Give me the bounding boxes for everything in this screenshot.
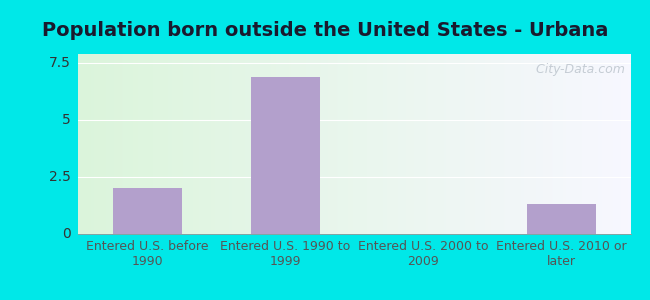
Text: 7.5: 7.5 [49,56,71,70]
Bar [112,188,181,234]
Text: City-Data.com: City-Data.com [528,63,625,76]
Text: 2.5: 2.5 [49,170,71,184]
Bar [251,77,320,234]
Bar [527,204,596,234]
Text: 5: 5 [62,113,71,127]
Text: Population born outside the United States - Urbana: Population born outside the United State… [42,21,608,40]
Text: 0: 0 [62,227,71,241]
